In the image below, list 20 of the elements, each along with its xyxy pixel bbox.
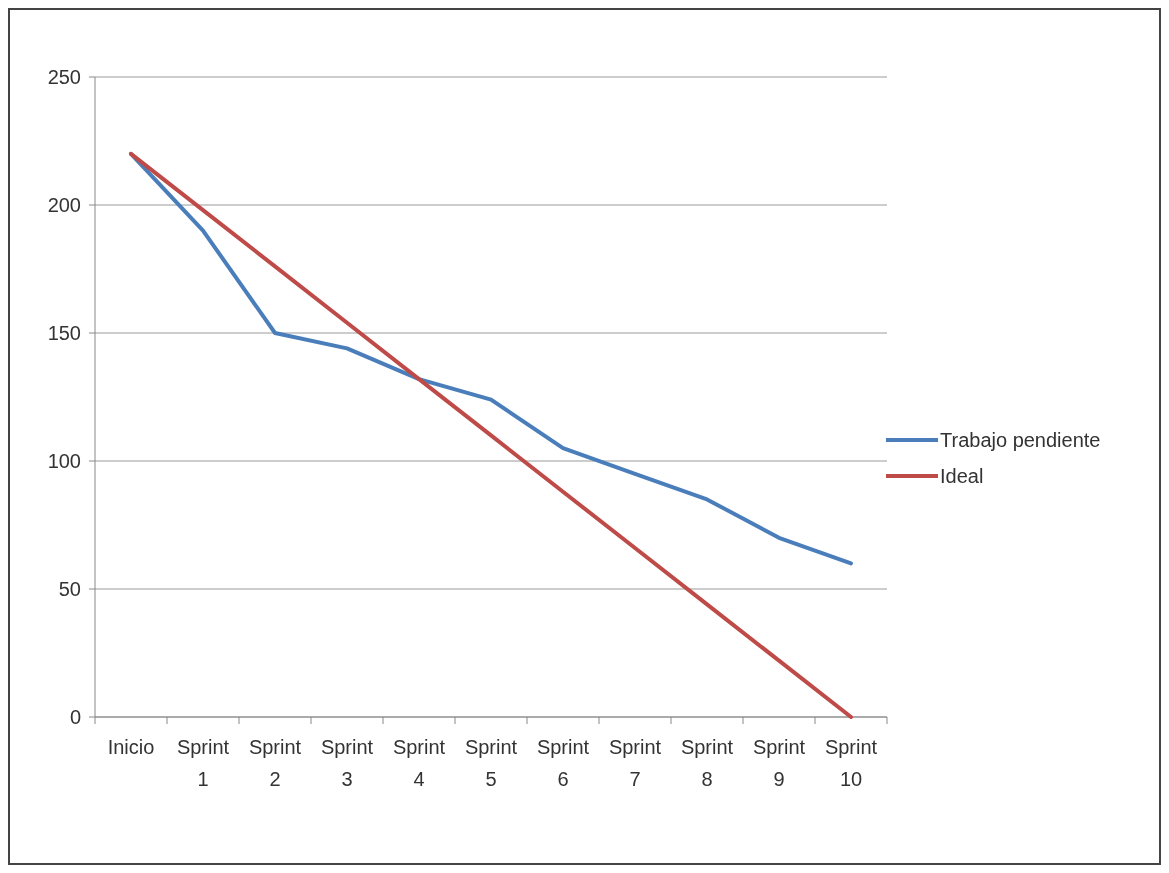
x-tick-label: Sprint 2 bbox=[248, 736, 302, 790]
legend-label: Ideal bbox=[940, 465, 984, 487]
line-series bbox=[129, 151, 853, 719]
x-tick-label: Inicio bbox=[107, 736, 155, 758]
x-tick-label: Sprint 9 bbox=[752, 736, 806, 790]
y-tick-label: 200 bbox=[47, 194, 81, 216]
x-tick-label: Sprint 4 bbox=[392, 736, 446, 790]
y-tick-label: 0 bbox=[69, 706, 81, 728]
y-tick-label: 250 bbox=[47, 66, 81, 88]
x-tick-label: Sprint 8 bbox=[680, 736, 734, 790]
x-tick-label: Sprint 10 bbox=[824, 736, 878, 790]
y-tick-label: 100 bbox=[47, 450, 81, 472]
x-tick-label: Sprint 7 bbox=[608, 736, 662, 790]
x-tick-label: Sprint 3 bbox=[320, 736, 374, 790]
x-tick-label: Sprint 6 bbox=[536, 736, 590, 790]
y-tick-label: 150 bbox=[47, 322, 81, 344]
legend-label: Trabajo pendiente bbox=[940, 429, 1101, 451]
x-tick-label: Sprint 5 bbox=[464, 736, 518, 790]
y-tick-label: 50 bbox=[58, 578, 81, 600]
x-tick-label: Sprint 1 bbox=[176, 736, 230, 790]
